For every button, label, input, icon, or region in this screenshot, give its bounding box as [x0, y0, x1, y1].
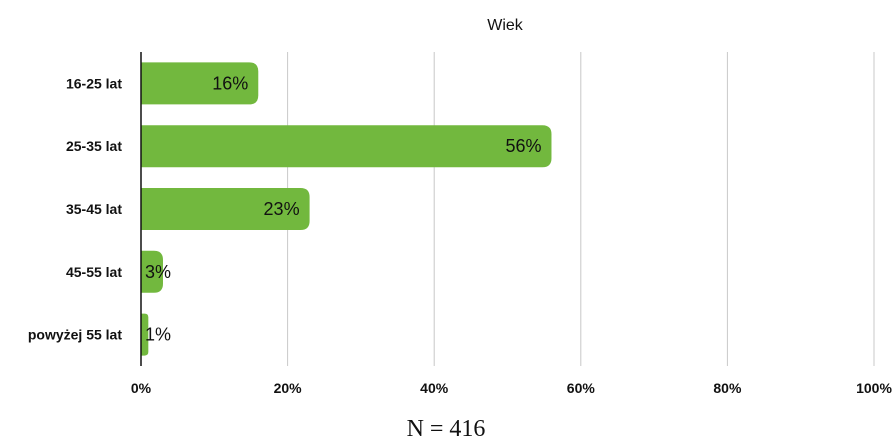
category-label: powyżej 55 lat [28, 327, 122, 343]
sample-size-note: N = 416 [407, 416, 486, 442]
category-labels: 16-25 lat 25-35 lat 35-45 lat 45-55 lat powy… [28, 75, 122, 342]
x-tick-labels: 0% 20% 40% 60% 80% 100% [131, 380, 892, 396]
category-label: 45-55 lat [66, 264, 122, 280]
category-label: 16-25 lat [66, 75, 122, 91]
bar [141, 62, 259, 105]
bar [141, 313, 149, 356]
chart-title: Wiek [487, 17, 524, 34]
x-tick-label: 60% [567, 380, 596, 396]
x-tick-label: 0% [131, 380, 152, 396]
x-tick-label: 20% [274, 380, 303, 396]
x-tick-label: 80% [713, 380, 742, 396]
x-tick-label: 100% [856, 380, 892, 396]
data-label: 56% [505, 136, 541, 156]
data-label: 23% [264, 199, 300, 219]
category-label: 35-45 lat [66, 201, 122, 217]
x-tick-label: 40% [420, 380, 449, 396]
gridlines [287, 52, 875, 366]
data-labels: 16% 56% 23% 3% 1% [145, 73, 541, 344]
category-label: 25-35 lat [66, 138, 122, 154]
bar [141, 125, 552, 168]
data-label: 1% [145, 325, 171, 345]
data-label: 3% [145, 262, 171, 282]
bar [141, 250, 163, 293]
bar [141, 188, 310, 230]
bars [141, 62, 552, 356]
data-label: 16% [212, 73, 248, 93]
